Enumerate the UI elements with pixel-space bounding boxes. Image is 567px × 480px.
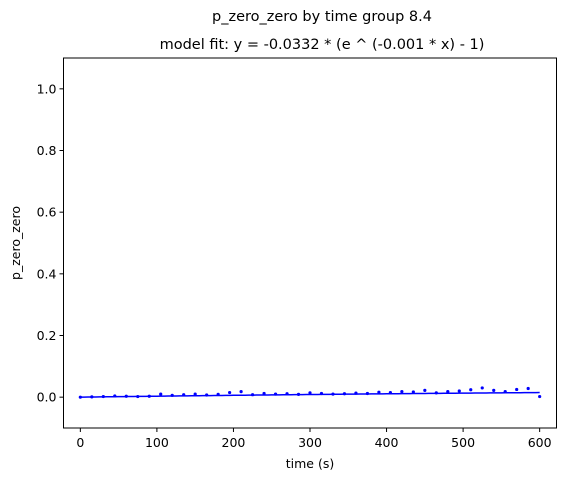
data-point: [193, 392, 197, 396]
data-point: [170, 393, 174, 397]
x-tick-label: 600: [528, 435, 552, 450]
data-point: [503, 390, 507, 394]
data-point: [90, 395, 94, 399]
data-point: [538, 394, 542, 399]
data-point: [239, 390, 243, 394]
data-point: [526, 386, 530, 391]
y-tick-label: 0.0: [37, 390, 57, 405]
y-axis: 0.0 0.2 0.4 0.6 0.8 1.0: [37, 81, 64, 405]
data-point: [216, 392, 220, 396]
data-point: [147, 394, 151, 398]
data-point: [515, 387, 519, 392]
data-point: [480, 386, 484, 390]
data-point: [388, 390, 392, 395]
data-point: [446, 390, 450, 394]
points-layer: [78, 386, 542, 399]
y-axis-label: p_zero_zero: [8, 206, 23, 280]
data-point: [308, 391, 312, 395]
data-point: [411, 390, 415, 394]
data-point: [205, 393, 209, 397]
data-point: [228, 390, 232, 395]
y-tick-label: 1.0: [37, 81, 57, 96]
data-point: [78, 395, 82, 399]
data-point: [285, 392, 289, 396]
data-point: [113, 394, 117, 398]
x-tick-label: 200: [222, 435, 246, 450]
data-point: [457, 389, 461, 393]
data-point: [250, 393, 255, 397]
x-tick-label: 400: [375, 435, 399, 450]
data-point: [159, 392, 163, 396]
data-point: [365, 391, 370, 396]
data-point: [262, 391, 266, 396]
x-tick-label: 500: [451, 435, 475, 450]
plot-frame: [63, 57, 557, 429]
x-tick-label: 0: [76, 435, 84, 450]
data-point: [273, 392, 278, 396]
data-point: [400, 390, 404, 394]
y-tick-label: 0.6: [37, 205, 57, 220]
y-tick-label: 0.8: [37, 143, 57, 158]
data-point: [136, 394, 140, 399]
chart-title: p_zero_zero by time group 8.4: [212, 9, 432, 25]
data-point: [377, 390, 381, 394]
x-axis: 0 100 200 300 400 500 600: [76, 428, 552, 450]
data-point: [354, 391, 358, 395]
data-point: [101, 394, 105, 399]
x-axis-label: time (s): [286, 456, 334, 471]
data-point: [423, 388, 427, 392]
data-point: [182, 393, 186, 397]
data-point: [124, 394, 128, 398]
y-tick-label: 0.4: [37, 266, 57, 281]
chart-subtitle: model fit: y = -0.0332 * (e ^ (-0.001 * …: [160, 37, 485, 53]
data-point: [434, 391, 438, 395]
y-tick-label: 0.2: [37, 328, 57, 343]
data-point: [296, 392, 301, 396]
x-tick-label: 100: [145, 435, 169, 450]
data-point: [331, 392, 335, 396]
fit-curve: [80, 391, 540, 398]
fit-curve-layer: [80, 391, 540, 398]
data-point: [319, 391, 324, 396]
data-point: [492, 388, 496, 392]
data-point: [469, 388, 473, 392]
data-point: [342, 392, 347, 396]
x-tick-label: 300: [298, 435, 322, 450]
